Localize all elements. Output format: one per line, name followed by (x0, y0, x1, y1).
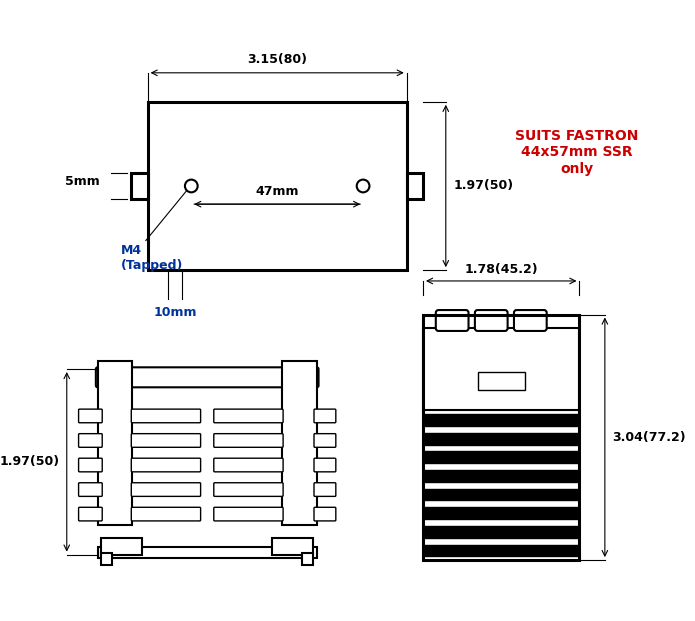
FancyBboxPatch shape (214, 507, 283, 521)
FancyBboxPatch shape (436, 310, 468, 331)
FancyBboxPatch shape (314, 409, 336, 423)
FancyBboxPatch shape (79, 433, 102, 447)
Bar (147, 102, 407, 270)
FancyBboxPatch shape (314, 433, 336, 447)
FancyBboxPatch shape (131, 409, 201, 423)
FancyBboxPatch shape (131, 507, 201, 521)
FancyBboxPatch shape (214, 433, 283, 447)
FancyBboxPatch shape (475, 310, 507, 331)
FancyBboxPatch shape (131, 433, 201, 447)
Bar (423, 315, 580, 560)
FancyBboxPatch shape (79, 507, 102, 521)
Text: 47mm: 47mm (256, 185, 299, 198)
Text: 1.97(50): 1.97(50) (453, 179, 513, 193)
Bar (423, 329, 580, 410)
Bar (423, 489, 580, 501)
Bar (98, 547, 317, 558)
FancyBboxPatch shape (131, 483, 201, 496)
FancyBboxPatch shape (79, 458, 102, 472)
Bar (423, 545, 580, 556)
Text: 1.78(45.2): 1.78(45.2) (464, 263, 538, 276)
Text: 1.97(50): 1.97(50) (0, 455, 60, 468)
Bar (423, 507, 580, 519)
Text: 10mm: 10mm (153, 306, 197, 319)
FancyBboxPatch shape (96, 367, 318, 388)
FancyBboxPatch shape (131, 458, 201, 472)
FancyBboxPatch shape (214, 458, 283, 472)
FancyBboxPatch shape (314, 507, 336, 521)
Bar (423, 526, 580, 538)
Bar (423, 470, 580, 482)
Bar (282, 361, 317, 525)
Bar (98, 361, 132, 525)
Bar (101, 538, 142, 555)
FancyBboxPatch shape (79, 483, 102, 496)
FancyBboxPatch shape (314, 458, 336, 472)
Text: 5mm: 5mm (65, 175, 99, 188)
Text: 3.04(77.2): 3.04(77.2) (612, 431, 686, 444)
FancyBboxPatch shape (514, 310, 547, 331)
Bar (302, 553, 313, 566)
FancyBboxPatch shape (214, 483, 283, 496)
Bar (423, 414, 580, 426)
Bar (101, 553, 112, 566)
Text: SUITS FASTRON
44x57mm SSR
only: SUITS FASTRON 44x57mm SSR only (515, 129, 638, 176)
FancyBboxPatch shape (314, 483, 336, 496)
Bar (407, 173, 423, 199)
Bar (272, 538, 313, 555)
FancyBboxPatch shape (79, 409, 102, 423)
FancyBboxPatch shape (214, 409, 283, 423)
Bar (477, 372, 525, 390)
Text: 3.15(80): 3.15(80) (247, 53, 307, 66)
Bar (423, 451, 580, 463)
Bar (423, 433, 580, 445)
Bar (131, 173, 147, 199)
Text: M4
(Tapped): M4 (Tapped) (120, 244, 183, 272)
